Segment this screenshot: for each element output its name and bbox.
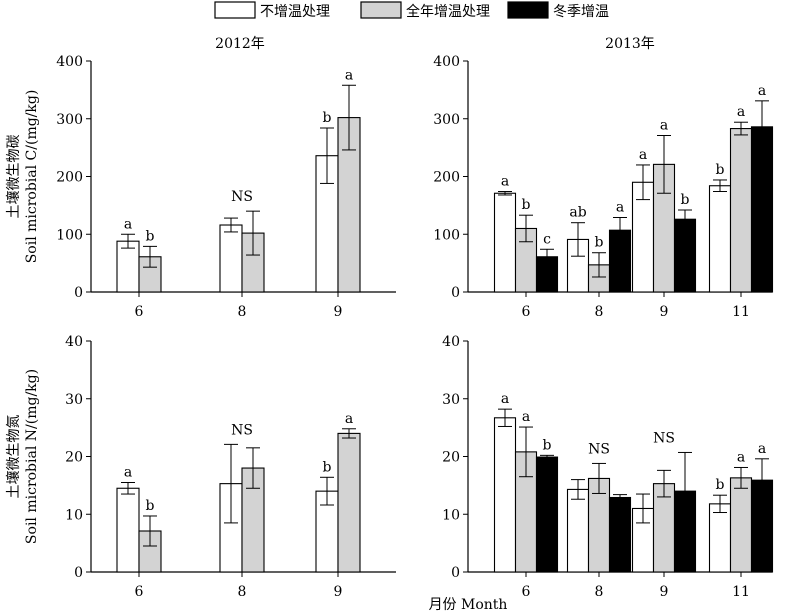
- legend-swatch-2: [507, 1, 549, 19]
- significance-label: a: [124, 464, 132, 480]
- significance-label: b: [522, 197, 531, 213]
- bar: [566, 488, 590, 573]
- x-tick-label: 6: [135, 584, 144, 600]
- y-tick-label: 0: [451, 565, 460, 581]
- y-tick-label: 0: [74, 565, 83, 581]
- significance-label: a: [737, 104, 745, 120]
- x-tick-label: 11: [732, 304, 750, 320]
- significance-label: a: [124, 216, 132, 232]
- significance-label: a: [639, 147, 647, 163]
- significance-label: a: [345, 67, 353, 83]
- legend-label-1: 全年增温处理: [406, 3, 490, 20]
- x-tick-label: 6: [522, 584, 531, 600]
- legend-label-0: 不增温处理: [260, 4, 330, 20]
- significance-label: b: [716, 162, 725, 178]
- x-tick-label: 8: [595, 584, 604, 600]
- significance-label: a: [522, 409, 530, 425]
- x-tick-label: 9: [660, 304, 669, 320]
- significance-label: a: [660, 117, 668, 133]
- x-tick-label: 9: [334, 304, 343, 320]
- x-tick-label: 9: [334, 584, 343, 600]
- bar: [493, 192, 517, 293]
- significance-label: b: [146, 228, 155, 244]
- significance-label: b: [146, 498, 155, 514]
- x-tick-label: 8: [595, 304, 604, 320]
- y-tick-label: 200: [433, 170, 460, 186]
- bar: [608, 496, 632, 573]
- bar: [337, 432, 361, 573]
- y-axis-label: 土壤微生物碳 Soil microbial C/(mg/kg): [5, 90, 40, 264]
- bar: [219, 224, 243, 293]
- bar: [708, 503, 732, 573]
- chart-title: 2012年: [215, 36, 265, 52]
- significance-label: b: [543, 437, 552, 453]
- x-tick-label: 9: [660, 584, 669, 600]
- x-tick-label: 11: [732, 584, 750, 600]
- bar: [535, 456, 559, 573]
- bar: [673, 218, 697, 293]
- y-tick-label: 100: [56, 227, 83, 243]
- bar: [116, 487, 140, 573]
- y-tick-label: 10: [442, 507, 460, 523]
- y-tick-label: 10: [65, 507, 83, 523]
- x-tick-label: 8: [238, 584, 247, 600]
- y-tick-label: 20: [65, 450, 83, 466]
- y-tick-label: 0: [74, 285, 83, 301]
- significance-label: a: [501, 174, 509, 190]
- significance-label: a: [758, 83, 766, 99]
- y-tick-label: 30: [65, 392, 83, 408]
- significance-label: NS: [588, 441, 610, 457]
- bar: [708, 185, 732, 293]
- y-tick-label: 40: [442, 334, 460, 350]
- y-tick-label: 300: [433, 112, 460, 128]
- significance-label: a: [345, 411, 353, 427]
- y-tick-label: 0: [451, 285, 460, 301]
- x-tick-label: 8: [238, 304, 247, 320]
- legend-swatch-1: [360, 1, 402, 19]
- significance-label: c: [543, 231, 551, 247]
- bar: [729, 477, 753, 573]
- significance-label: b: [681, 192, 690, 208]
- significance-label: a: [758, 441, 766, 457]
- legend-label-2: 冬季增温: [553, 4, 609, 20]
- significance-label: b: [595, 235, 604, 251]
- significance-label: NS: [653, 430, 675, 446]
- shared-x-axis-label: 月份 Month: [429, 597, 508, 613]
- significance-label: ab: [569, 205, 586, 221]
- significance-label: NS: [231, 189, 253, 205]
- legend-swatch-0: [214, 1, 256, 19]
- significance-label: b: [323, 110, 332, 126]
- y-tick-label: 200: [56, 170, 83, 186]
- y-tick-label: 400: [433, 54, 460, 70]
- significance-label: a: [616, 200, 624, 216]
- significance-label: a: [737, 449, 745, 465]
- x-tick-label: 6: [135, 304, 144, 320]
- y-tick-label: 100: [433, 227, 460, 243]
- significance-label: NS: [231, 422, 253, 438]
- bar: [116, 240, 140, 293]
- y-tick-label: 400: [56, 54, 83, 70]
- y-axis-label: 土壤微生物氮 Soil microbial N/(mg/kg): [5, 369, 40, 544]
- significance-label: b: [323, 459, 332, 475]
- bar: [729, 128, 753, 293]
- significance-label: a: [501, 391, 509, 407]
- y-tick-label: 40: [65, 334, 83, 350]
- legend: 不增温处理 全年增温处理 冬季增温: [214, 1, 609, 20]
- y-tick-label: 30: [442, 392, 460, 408]
- bar: [493, 417, 517, 573]
- y-tick-label: 20: [442, 450, 460, 466]
- chart-panel-2: 0 10 20 30 40 6 8 9 土壤微生物氮 Soil microbial N/(mg/k…: [5, 334, 396, 600]
- significance-label: b: [716, 477, 725, 493]
- x-tick-label: 6: [522, 304, 531, 320]
- y-tick-label: 300: [56, 112, 83, 128]
- chart-title: 2013年: [605, 36, 655, 52]
